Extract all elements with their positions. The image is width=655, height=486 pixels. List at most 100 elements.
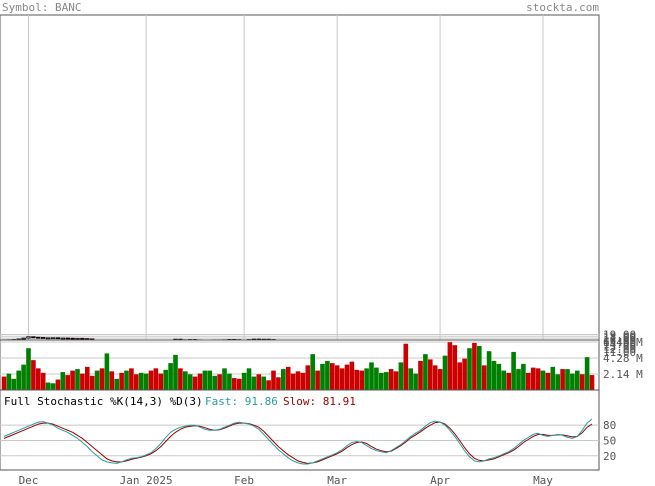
- volume-bar: [300, 372, 306, 390]
- volume-bar: [246, 368, 252, 390]
- volume-bar: [99, 368, 105, 390]
- volume-bar: [315, 370, 320, 390]
- volume-bar: [261, 376, 266, 390]
- volume-bar: [197, 373, 203, 390]
- volume-bar: [173, 354, 178, 390]
- volume-bar: [70, 370, 75, 390]
- volume-bar: [192, 376, 198, 390]
- volume-bar: [565, 369, 570, 390]
- volume-bar: [251, 376, 257, 390]
- price-tick-label: 11.00: [603, 346, 636, 359]
- date-tick-label: Dec: [19, 474, 39, 486]
- volume-bar: [379, 372, 384, 390]
- volume-bar: [75, 369, 80, 390]
- volume-bar: [158, 373, 164, 390]
- volume-bar: [383, 372, 389, 390]
- date-tick-label: Feb: [234, 474, 254, 486]
- volume-bar: [232, 378, 237, 390]
- volume-bar: [266, 380, 271, 390]
- volume-bar: [207, 370, 213, 390]
- volume-bar: [227, 373, 232, 390]
- volume-bar: [555, 374, 560, 390]
- price-tick-label: 15.00: [603, 336, 636, 349]
- price-tick-label: 13.00: [603, 341, 636, 354]
- candle-up: [45, 337, 51, 340]
- volume-bar: [134, 374, 139, 390]
- date-tick-label: May: [533, 474, 553, 486]
- volume-bar: [241, 372, 247, 390]
- volume-bar: [354, 369, 360, 390]
- volume-bar: [124, 370, 129, 390]
- candle-up: [75, 337, 80, 340]
- volume-bar: [36, 368, 41, 390]
- price-tick-label: 16.00: [603, 334, 636, 347]
- volume-bar: [21, 364, 26, 390]
- volume-bar: [560, 369, 565, 390]
- candle-down: [70, 337, 75, 340]
- stochastic-fast-label: Fast: 91.86: [205, 395, 278, 408]
- volume-bar: [432, 365, 438, 390]
- volume-bar: [428, 359, 433, 390]
- volume-bar: [530, 367, 536, 390]
- stochastic-slow-line: [3, 421, 593, 464]
- stochastic-slow-label: Slow: 81.91: [283, 395, 356, 408]
- volume-bar: [138, 372, 144, 390]
- volume-bar: [364, 368, 369, 390]
- volume-bar: [486, 351, 492, 390]
- price-tick-label: 14.00: [603, 338, 636, 351]
- volume-bar: [388, 369, 394, 390]
- volume-bar: [114, 378, 119, 390]
- volume-bar: [481, 365, 487, 390]
- volume-bar: [11, 378, 17, 390]
- volume-bar: [119, 372, 124, 390]
- volume-bar: [325, 360, 330, 390]
- volume-bar: [344, 364, 350, 390]
- volume-bar: [183, 371, 188, 390]
- volume-bar: [334, 365, 340, 390]
- volume-bar: [369, 362, 374, 390]
- volume-bar: [339, 368, 345, 390]
- volume-bar: [212, 375, 217, 390]
- volume-bar: [50, 383, 56, 390]
- volume-bar: [491, 360, 497, 390]
- volume-bar: [398, 362, 404, 390]
- volume-bar: [85, 366, 90, 390]
- volume-bar: [153, 368, 159, 390]
- candle-up: [26, 336, 31, 339]
- price-panel: [0, 14, 600, 341]
- volume-bar: [295, 371, 301, 390]
- date-tick-label: Apr: [430, 474, 450, 486]
- volume-bar: [570, 373, 575, 390]
- stochastic-title: Full Stochastic %K(14,3) %D(3): [4, 395, 203, 408]
- volume-bar: [516, 369, 521, 390]
- volume-bar: [526, 372, 531, 390]
- volume-tick-label: 4.28 M: [603, 352, 643, 365]
- volume-bar: [148, 370, 154, 390]
- volume-bar: [413, 373, 418, 390]
- volume-bar: [349, 361, 355, 390]
- volume-bar: [408, 368, 413, 390]
- stochastic-axis: 80 50 20: [603, 419, 616, 463]
- volume-bar: [65, 375, 70, 390]
- volume-bar: [178, 368, 183, 390]
- volume-bar: [521, 363, 526, 390]
- volume-bar: [256, 374, 262, 390]
- volume-bar: [320, 363, 325, 390]
- volume-bar: [575, 370, 580, 390]
- volume-bar: [109, 371, 115, 390]
- volume-bar: [496, 363, 502, 390]
- volume-bar: [393, 371, 399, 390]
- date-axis: Dec Jan 2025 Feb Mar Apr May: [19, 474, 554, 486]
- volume-bar: [305, 365, 311, 390]
- symbol-label: Symbol: BANC: [2, 1, 81, 14]
- candle-down: [80, 337, 85, 340]
- volume-bar: [506, 372, 511, 390]
- volume-bar: [584, 357, 590, 390]
- candle-down: [36, 336, 41, 339]
- volume-bar: [217, 374, 222, 390]
- volume-bar: [423, 354, 428, 390]
- volume-bar: [511, 351, 516, 390]
- stochastic-tick-label: 20: [603, 450, 616, 463]
- volume-bar: [202, 370, 208, 390]
- volume-bar: [501, 370, 507, 390]
